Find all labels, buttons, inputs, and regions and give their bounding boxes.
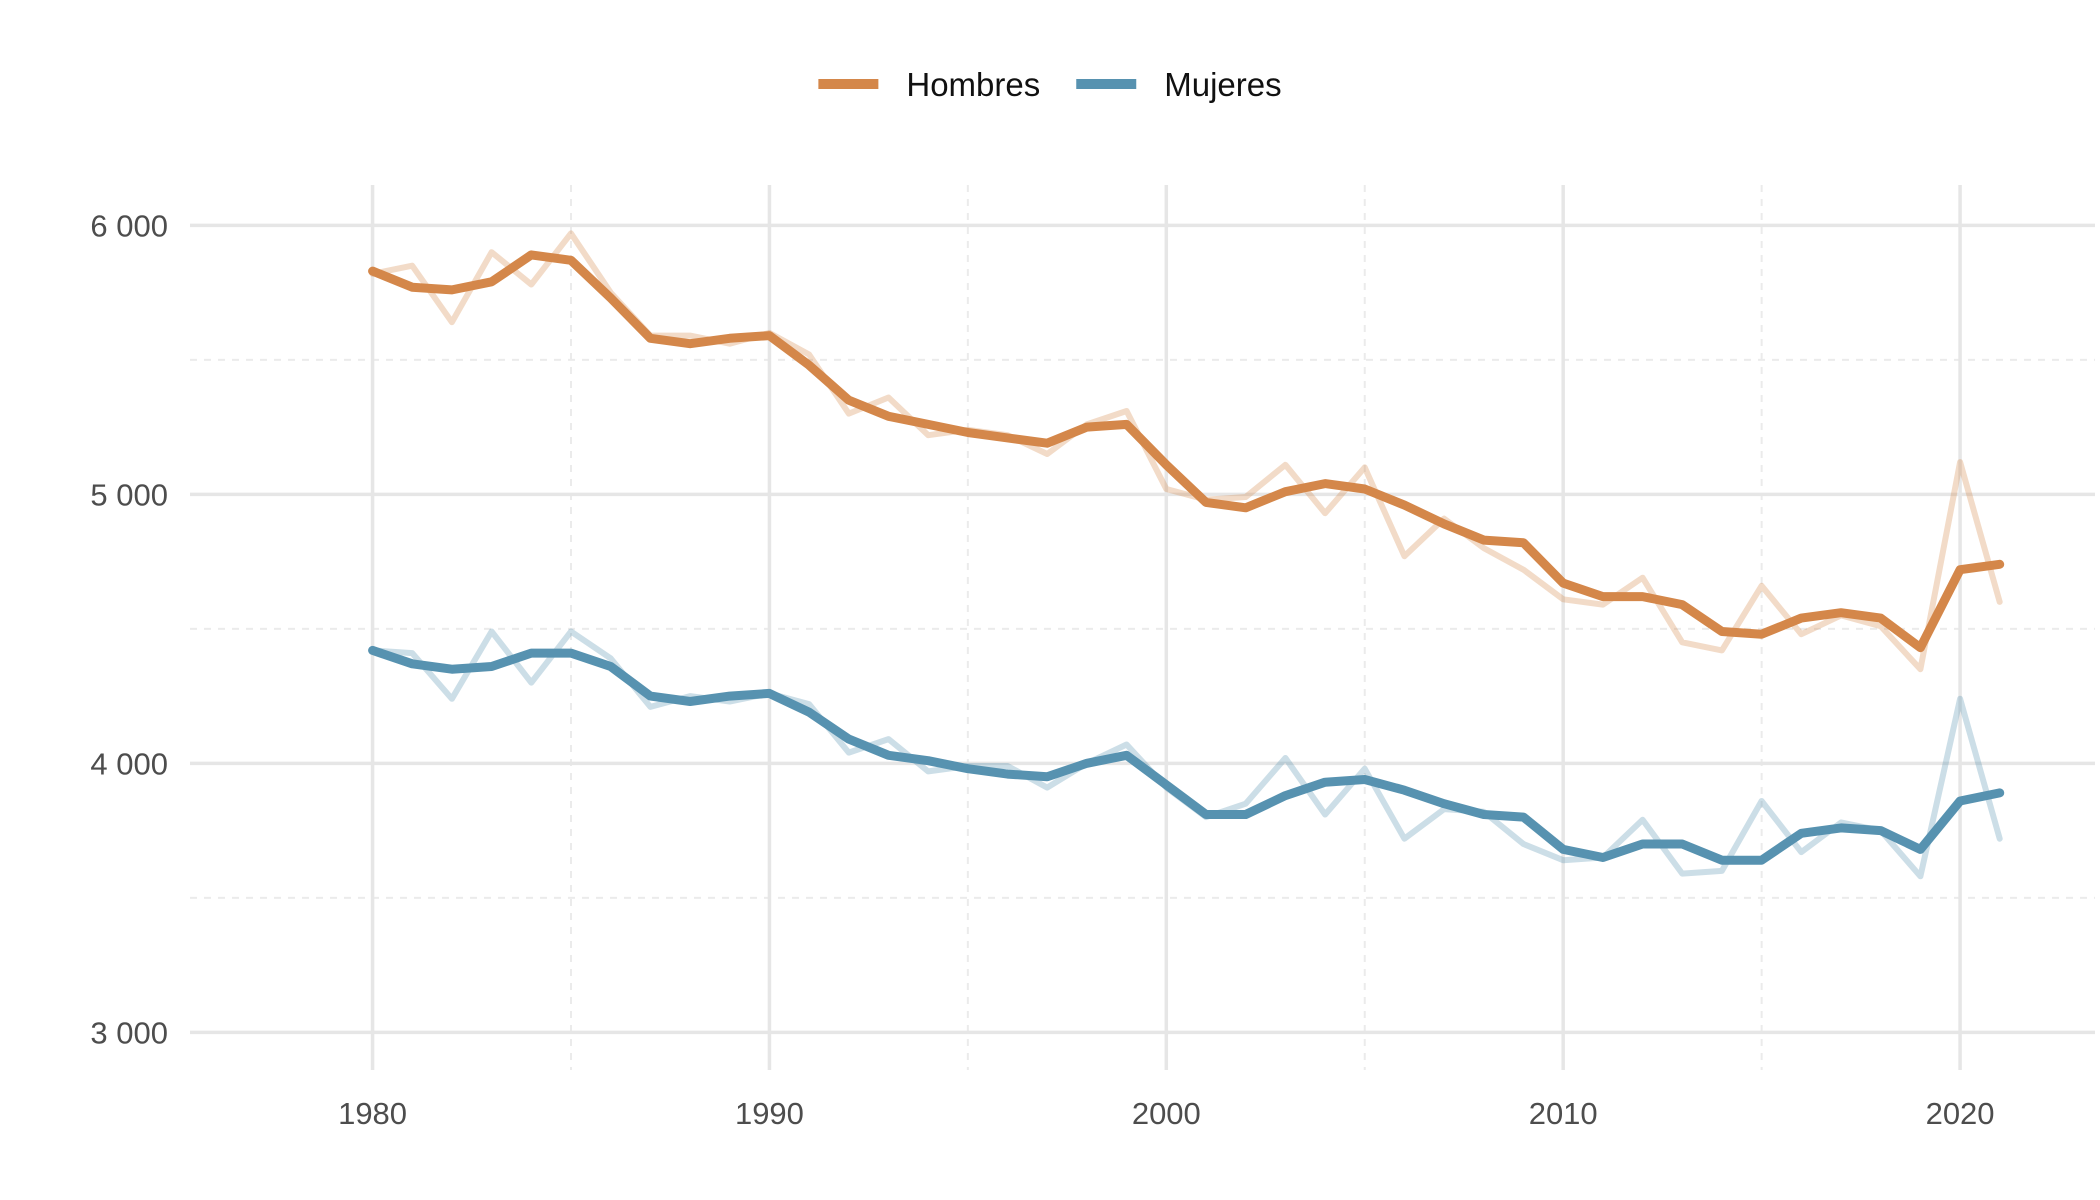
y-tick-label: 3 000 — [90, 1015, 168, 1050]
y-tick-label: 4 000 — [90, 746, 168, 781]
legend-item-hombres: Hombres — [818, 66, 1040, 103]
legend-item-mujeres: Mujeres — [1076, 66, 1282, 103]
raw-series-layer — [369, 230, 2003, 880]
y-tick-label: 5 000 — [90, 477, 168, 512]
legend-label-hombres: Hombres — [906, 66, 1040, 103]
x-tick-label: 1980 — [338, 1096, 407, 1131]
legend-label-mujeres: Mujeres — [1164, 66, 1281, 103]
x-tick-label: 2020 — [1926, 1096, 1995, 1131]
x-tick-label: 2010 — [1529, 1096, 1598, 1131]
series-line-smoothed-mujeres — [368, 645, 2005, 865]
x-tick-label: 1990 — [735, 1096, 804, 1131]
axis-labels: 3 000 4 000 5 000 6 000 1980 1990 2000 2010 2020 — [90, 208, 1994, 1131]
y-tick-label: 6 000 — [90, 208, 168, 243]
series-line-smoothed-hombres — [368, 250, 2005, 653]
x-tick-label: 2000 — [1132, 1096, 1201, 1131]
legend: Hombres Mujeres — [818, 66, 1282, 103]
smoothed-series-layer — [368, 250, 2005, 865]
